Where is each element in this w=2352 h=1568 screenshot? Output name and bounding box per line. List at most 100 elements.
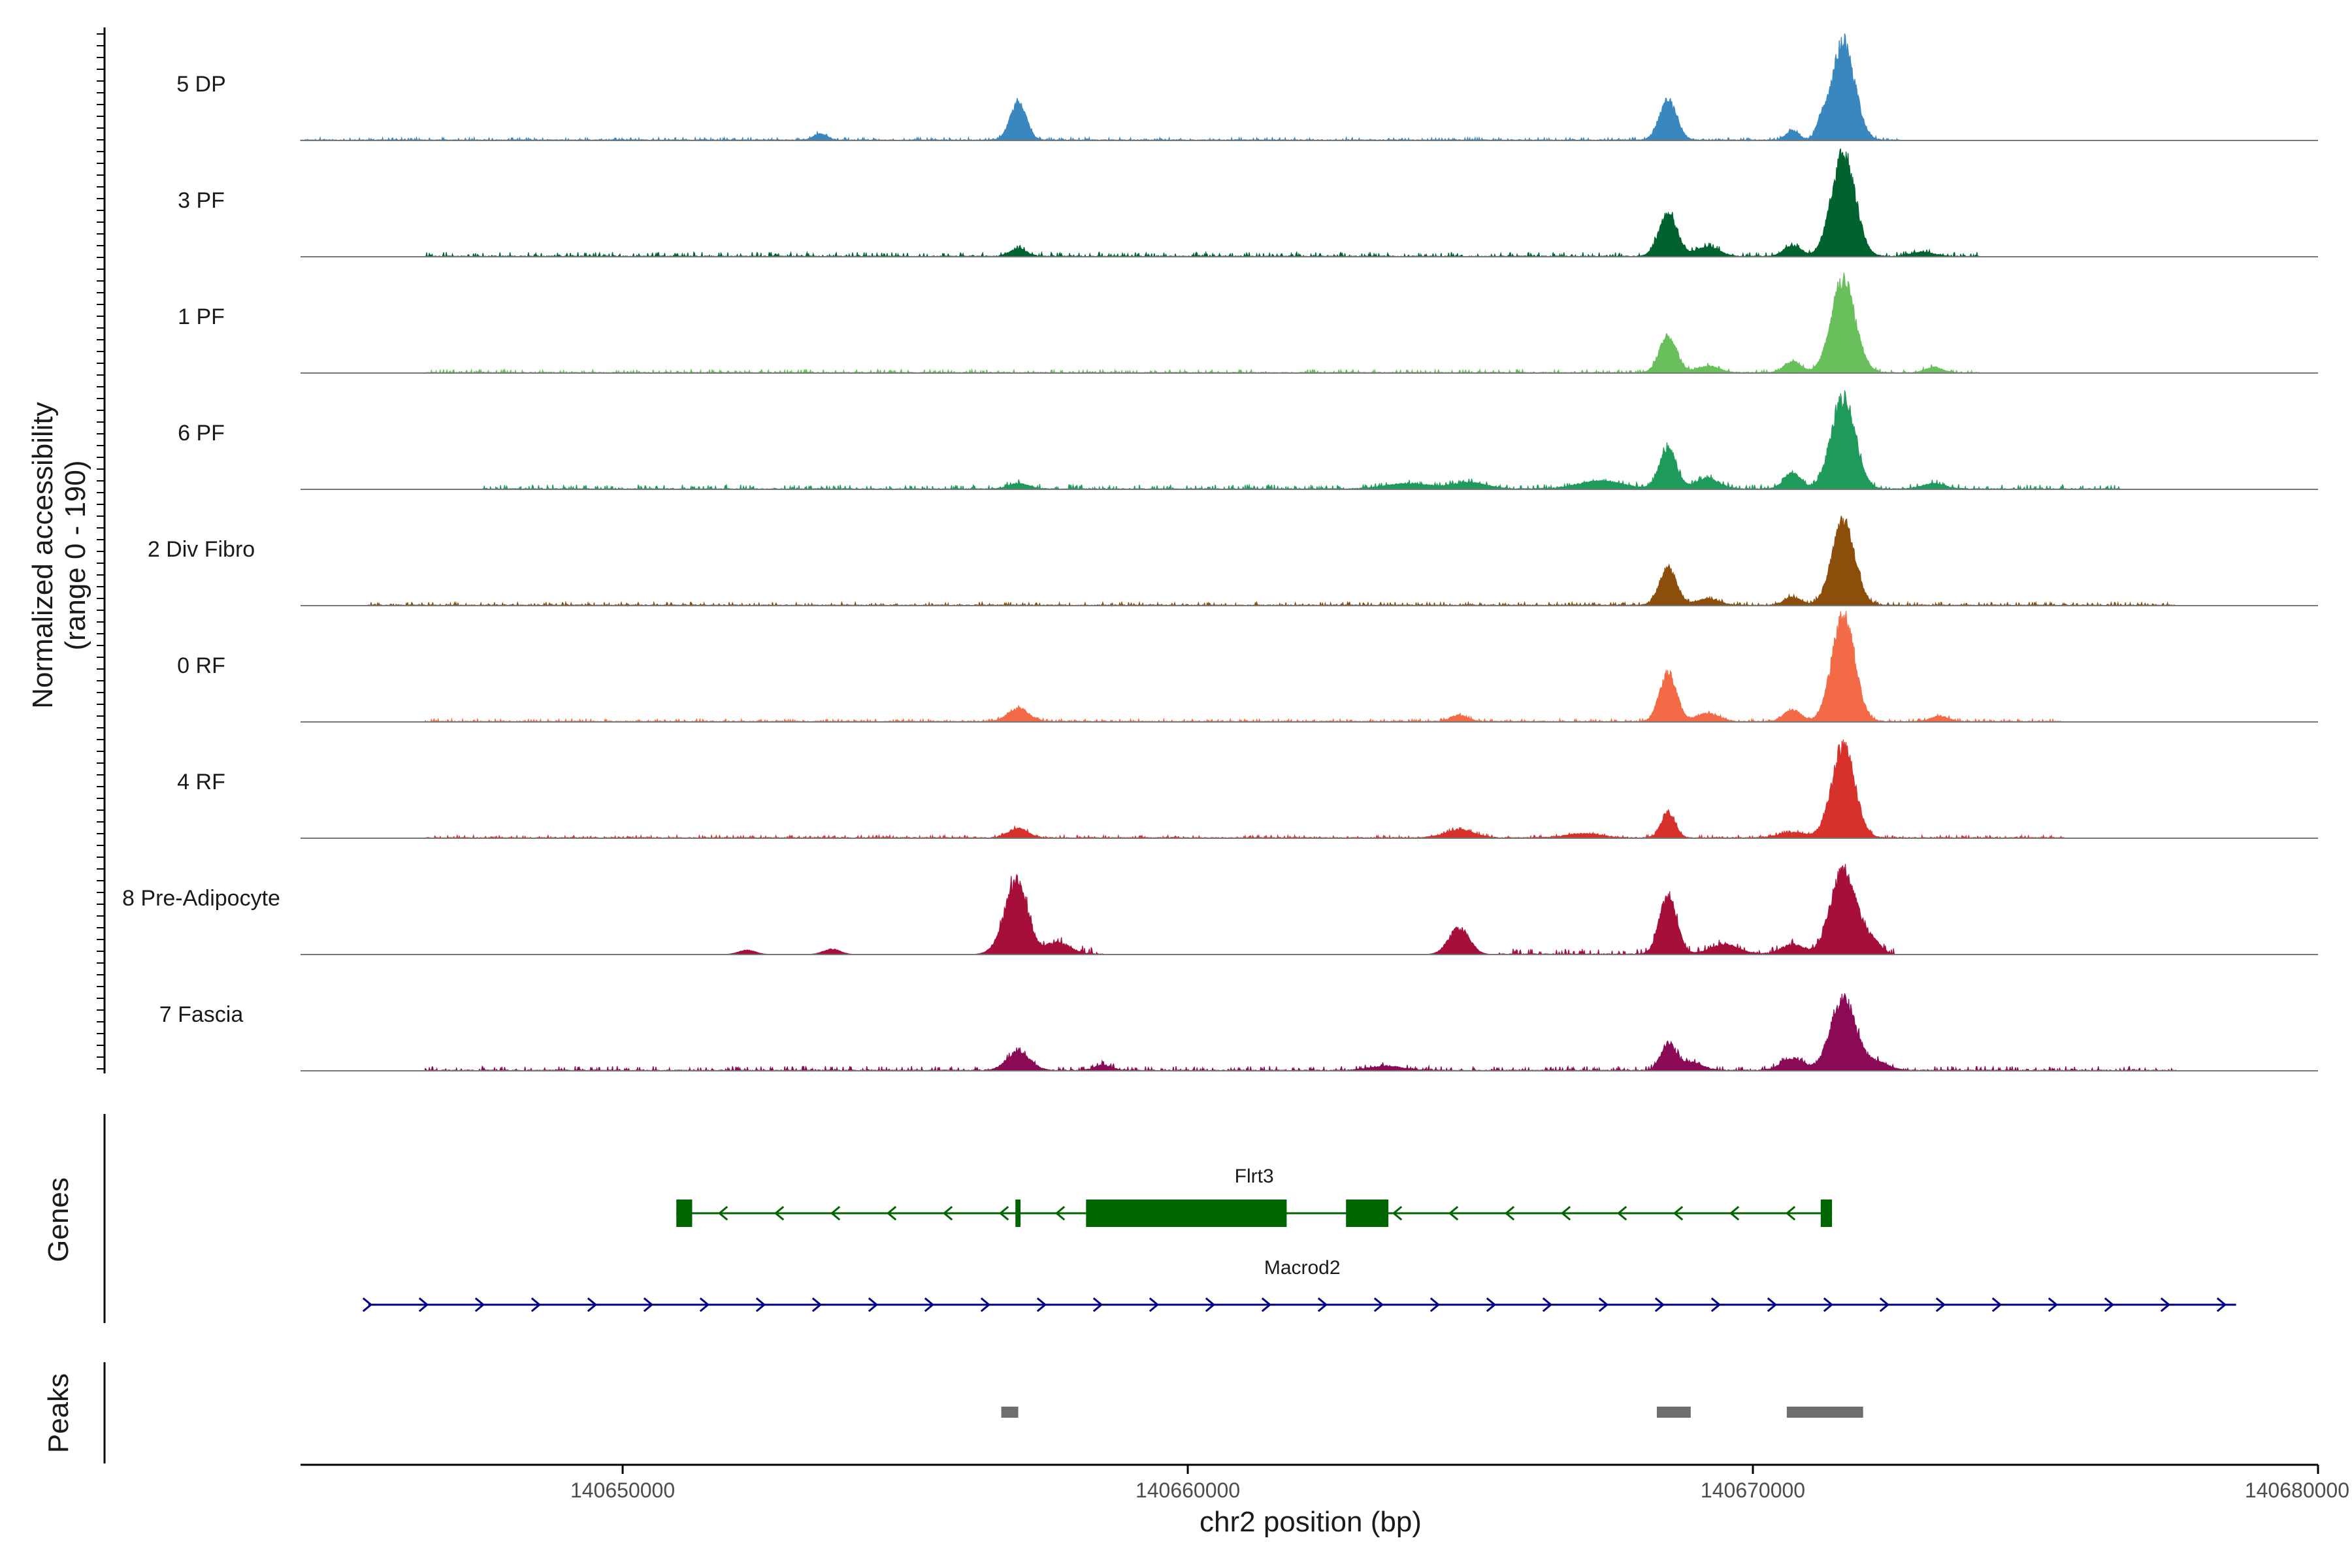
strand-arrow [587, 1297, 598, 1313]
strand-arrow [2160, 1297, 2171, 1313]
exon [1346, 1200, 1389, 1227]
track-label: 7 Fascia [159, 1002, 244, 1027]
peak-region [1786, 1407, 1863, 1418]
strand-arrow [942, 1205, 953, 1221]
strand-arrow [643, 1297, 654, 1313]
strand-arrow [1373, 1297, 1384, 1313]
strand-arrow [1036, 1297, 1047, 1313]
x-tick-label: 140650000 [570, 1478, 675, 1502]
track-3-pf: 3 PF [178, 148, 2318, 259]
strand-arrow [830, 1205, 841, 1221]
strand-arrow [1392, 1205, 1403, 1221]
strand-arrow [1710, 1297, 1722, 1313]
strand-arrow [774, 1205, 785, 1221]
peaks-track-label: Peaks [42, 1373, 74, 1453]
strand-arrow [1205, 1297, 1216, 1313]
gene-macrod2: Macrod2 [362, 1257, 2236, 1313]
track-label: 3 PF [178, 188, 225, 213]
track-1-pf: 1 PF [178, 272, 2318, 375]
strand-arrow [1598, 1297, 1609, 1313]
track-label: 5 DP [176, 72, 226, 97]
strand-arrow [1823, 1297, 1834, 1313]
track-label: 8 Pre-Adipocyte [122, 886, 280, 911]
peak-region [1656, 1407, 1691, 1418]
strand-arrow [1486, 1297, 1497, 1313]
strand-arrow [1149, 1297, 1160, 1313]
gene-flrt3: Flrt3 [676, 1166, 1833, 1227]
strand-arrow [1935, 1297, 1946, 1313]
strand-arrow [1261, 1297, 1272, 1313]
strand-arrow [1767, 1297, 1778, 1313]
x-tick-label: 140660000 [1135, 1478, 1240, 1502]
strand-arrow [699, 1297, 710, 1313]
coverage-area [301, 390, 2318, 491]
strand-arrow [2104, 1297, 2115, 1313]
track-label: 6 PF [178, 421, 225, 446]
coverage-tracks: 5 DP 3 PF 1 PF 6 PF 2 Div Fibro 0 RF 4 RF 8 Pre… [122, 33, 2318, 1072]
strand-arrow [755, 1297, 766, 1313]
strand-arrow [886, 1205, 897, 1221]
strand-arrow [1616, 1205, 1627, 1221]
y-axis-title-line1: Normalized accessibility [27, 402, 59, 708]
x-tick-label: 140670000 [1701, 1478, 1805, 1502]
strand-arrow [717, 1205, 728, 1221]
strand-arrow [1991, 1297, 2002, 1313]
strand-arrow [2048, 1297, 2059, 1313]
strand-arrow [1504, 1205, 1515, 1221]
y-axis-title: Normalized accessibility (range 0 - 190) [27, 402, 91, 708]
coverage-area [301, 739, 2318, 840]
strand-arrow [980, 1297, 991, 1313]
strand-arrow [1317, 1297, 1328, 1313]
peak-region [1001, 1407, 1019, 1418]
strand-arrow [2216, 1297, 2227, 1313]
exon [1015, 1200, 1021, 1227]
strand-arrow [1429, 1297, 1441, 1313]
coverage-area [301, 272, 2318, 375]
strand-arrow [868, 1297, 879, 1313]
strand-arrow [811, 1297, 823, 1313]
strand-arrow [1879, 1297, 1890, 1313]
exon [1820, 1200, 1833, 1227]
strand-arrow [1448, 1205, 1459, 1221]
strand-arrow [418, 1297, 429, 1313]
strand-arrow [998, 1205, 1009, 1221]
strand-arrow [531, 1297, 542, 1313]
track-label: 0 RF [177, 653, 225, 678]
x-axis: 140650000 140660000 140670000 140680000 [301, 1463, 2349, 1502]
track-label: 2 Div Fibro [148, 537, 255, 562]
coverage-area [301, 610, 2318, 724]
genes-track: Flrt3 Macrod2 [362, 1166, 2236, 1313]
x-tick-label: 140680000 [2245, 1478, 2349, 1502]
track-0-rf: 0 RF [177, 610, 2318, 724]
gene-label: Macrod2 [1264, 1257, 1341, 1279]
strand-arrow [1785, 1205, 1796, 1221]
coverage-area [301, 864, 2318, 956]
track-label: 1 PF [178, 304, 225, 329]
strand-arrow [362, 1297, 373, 1313]
track-7-fascia: 7 Fascia [159, 992, 2318, 1072]
peaks-track [1001, 1407, 1863, 1418]
strand-arrow [1092, 1297, 1103, 1313]
strand-arrow [1729, 1205, 1740, 1221]
track-6-pf: 6 PF [178, 390, 2318, 491]
track-5-dp: 5 DP [176, 33, 2318, 142]
exon [1086, 1200, 1287, 1227]
y-axis [97, 27, 106, 1073]
strand-arrow [1673, 1205, 1684, 1221]
x-axis-title: chr2 position (bp) [1200, 1506, 1422, 1538]
strand-arrow [1542, 1297, 1553, 1313]
coverage-area [301, 148, 2318, 259]
coverage-area [301, 515, 2318, 608]
strand-arrow [1560, 1205, 1571, 1221]
coverage-area [300, 33, 1901, 142]
gene-label: Flrt3 [1235, 1166, 1274, 1187]
track-label: 4 RF [177, 770, 225, 794]
strand-arrow [474, 1297, 485, 1313]
track-8-pre-adipocyte: 8 Pre-Adipocyte [122, 864, 2318, 956]
track-4-rf: 4 RF [177, 739, 2318, 840]
strand-arrow [1054, 1205, 1066, 1221]
exon [676, 1200, 693, 1227]
track-2-div-fibro: 2 Div Fibro [148, 515, 2318, 608]
strand-arrow [924, 1297, 935, 1313]
